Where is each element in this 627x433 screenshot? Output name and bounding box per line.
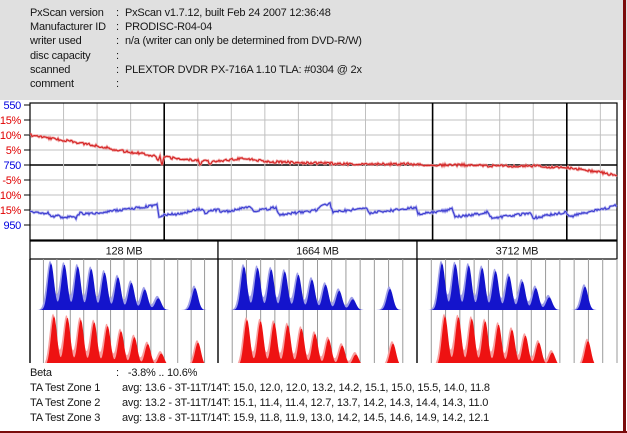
pit-land-trace — [29, 202, 618, 221]
field-label: comment — [30, 77, 74, 90]
y-axis-label: -15% — [0, 205, 22, 217]
ta-zone-label: TA Test Zone 1 — [30, 382, 101, 394]
ta-zone-label: TA Test Zone 2 — [30, 397, 101, 409]
field-value: PxScan v1.7.12, built Feb 24 2007 12:36:… — [125, 7, 331, 19]
ta-peaks-blue — [31, 263, 217, 310]
scan-stats: Beta : -3.8% .. 10.6% TA Test Zone 1 avg… — [0, 366, 627, 426]
field-label: Manufacturer ID — [30, 21, 106, 34]
header-row: comment : — [0, 77, 627, 91]
field-colon: : — [116, 77, 119, 90]
ta-zone-values: avg: 13.8 - 3T-11T/14T: 15.9, 11.8, 11.9… — [122, 412, 490, 424]
field-label: disc capacity — [30, 49, 91, 62]
ta-zone-row: TA Test Zone 1 avg: 13.6 - 3T-11T/14T: 1… — [0, 381, 627, 396]
ta-peaks-red — [239, 319, 400, 363]
field-value: PLEXTOR DVDR PX-716A 1.10 TLA: #0304 @ 2… — [125, 63, 362, 76]
field-label: writer used — [30, 35, 82, 48]
y-axis-label: 15% — [0, 115, 22, 127]
field-colon: : — [116, 63, 119, 76]
ta-zone-values: avg: 13.2 - 3T-11T/14T: 15.1, 11.4, 11.4… — [122, 397, 489, 409]
screen-border-right — [623, 0, 626, 433]
scan-charts: 550 15% 10% 5% 750 -5% -10% -15% 950 128 MB 1664 M… — [0, 100, 618, 363]
screen-border-bottom — [0, 431, 627, 433]
field-value — [125, 49, 627, 63]
y-axis-label: -5% — [2, 175, 21, 187]
beta-value: -3.8% .. 10.6% — [125, 367, 198, 379]
header-row: PxScan version : PxScan v1.7.12, built F… — [0, 6, 627, 20]
field-colon: : — [116, 367, 119, 379]
beta-chart: 550 15% 10% 5% 750 -5% -10% -15% 950 — [0, 100, 618, 241]
field-colon: : — [116, 35, 119, 48]
y-axis-label: -10% — [0, 190, 22, 202]
ta-zone-values: avg: 13.6 - 3T-11T/14T: 15.0, 12.0, 12.0… — [122, 382, 490, 394]
y-axis-label: 10% — [0, 130, 22, 142]
ta-histogram — [29, 259, 618, 363]
header-row: disc capacity : — [0, 49, 627, 63]
ta-zone-row: TA Test Zone 3 avg: 13.8 - 3T-11T/14T: 1… — [0, 411, 627, 426]
zone-label: 3712 MB — [496, 246, 539, 258]
y-axis-label: 5% — [6, 145, 22, 157]
beta-row: Beta : -3.8% .. 10.6% — [0, 366, 627, 381]
zone-label: 128 MB — [106, 246, 143, 258]
y-axis-label: 750 — [4, 160, 22, 172]
zone-label: 1664 MB — [296, 246, 339, 258]
field-colon: : — [116, 21, 119, 34]
ta-zone-row: TA Test Zone 2 avg: 13.2 - 3T-11T/14T: 1… — [0, 396, 627, 411]
header-row: writer used : n/a (writer can only be de… — [0, 34, 627, 48]
field-colon: : — [116, 7, 119, 19]
report-header: PxScan version : PxScan v1.7.12, built F… — [0, 0, 627, 100]
field-label: scanned — [30, 63, 71, 76]
ta-peaks-blue — [418, 263, 616, 310]
field-colon: : — [116, 49, 119, 62]
plot-frame — [29, 102, 618, 241]
y-axis-label: 550 — [4, 100, 22, 112]
ta-peaks-red — [437, 316, 595, 363]
header-row: Manufacturer ID : PRODISC-R04-04 — [0, 20, 627, 34]
field-value: n/a (writer can only be determined from … — [125, 35, 362, 48]
y-axis-label: 950 — [4, 220, 22, 232]
ta-peaks-blue — [219, 266, 416, 310]
beta-label: Beta — [30, 367, 52, 379]
plot-background — [30, 103, 617, 240]
ta-zone-label: TA Test Zone 3 — [30, 412, 101, 424]
field-label: PxScan version — [30, 7, 104, 19]
beta-percent-trace — [29, 133, 618, 177]
field-value — [125, 77, 627, 91]
field-value: PRODISC-R04-04 — [125, 21, 213, 34]
mb-zone-band: 128 MB 1664 MB 3712 MB — [29, 240, 618, 260]
ta-peaks-red — [46, 316, 205, 363]
header-row: scanned : PLEXTOR DVDR PX-716A 1.10 TLA:… — [0, 63, 627, 77]
